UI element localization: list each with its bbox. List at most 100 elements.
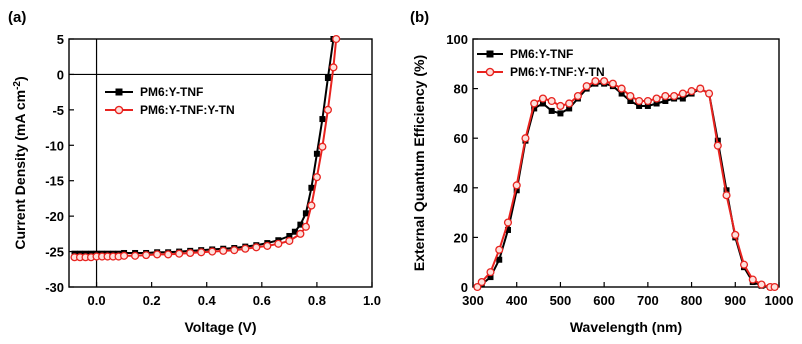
data-point-marker — [687, 87, 696, 96]
data-point-marker — [313, 150, 320, 157]
y-tick-label: -20 — [45, 209, 64, 224]
panel-a-y-axis-title: Current Density (mA cm-2) — [12, 76, 28, 249]
data-point-marker — [713, 141, 722, 150]
panel-b-y-axis-title: External Quantum Efficiency (%) — [411, 55, 427, 271]
y-tick-label: 80 — [454, 82, 468, 97]
data-point-marker — [670, 91, 679, 101]
data-point-marker — [286, 232, 293, 239]
panel-b-x-axis: 300 400 500 600 700 800 900 1000 — [462, 282, 793, 308]
x-tick-label: 0.0 — [88, 293, 106, 308]
data-point-marker — [285, 236, 294, 245]
legend-marker-square — [486, 50, 494, 58]
panel-a-y-axis: 5 0 -5 -10 -15 -20 -25 -30 — [45, 32, 74, 295]
data-point-marker — [142, 251, 151, 260]
data-point-marker — [557, 110, 564, 117]
data-point-marker — [627, 98, 634, 104]
data-point-marker — [219, 246, 228, 255]
y-tick-label: 40 — [454, 181, 468, 196]
panel-a-label: (a) — [8, 9, 26, 26]
data-point-marker — [307, 201, 316, 210]
data-point-marker — [748, 275, 757, 284]
data-point-marker — [635, 96, 644, 106]
data-point-marker — [679, 95, 686, 102]
data-point-marker — [521, 134, 530, 143]
x-tick-label: 1000 — [765, 293, 794, 308]
x-tick-label: 600 — [593, 293, 615, 308]
data-point-marker — [573, 91, 582, 101]
y-tick-label: 100 — [446, 32, 468, 47]
panel-b-legend-entry-pm6-y-tnf-y-tn: PM6:Y-TNF:Y-TN — [477, 65, 605, 79]
data-point-marker — [302, 210, 309, 217]
data-point-marker — [539, 100, 546, 107]
y-tick-label: 60 — [454, 131, 468, 146]
data-point-marker — [661, 91, 670, 101]
data-point-marker — [617, 84, 626, 93]
panel-b-legend-label-1: PM6:Y-TNF — [510, 47, 573, 61]
data-point-marker — [696, 84, 705, 93]
data-point-marker — [582, 82, 591, 91]
data-point-marker — [503, 218, 513, 227]
y-tick-label: 5 — [57, 32, 64, 47]
data-point-marker — [301, 222, 310, 231]
y-tick-label: 0 — [461, 280, 468, 295]
panel-b-x-axis-title: Wavelength (nm) — [570, 319, 682, 335]
series-line-pm6-y-tnf-y-tn — [74, 38, 338, 259]
data-point-marker — [495, 245, 504, 254]
data-point-marker — [652, 94, 661, 103]
data-point-marker — [291, 228, 298, 235]
data-point-marker — [678, 89, 687, 98]
data-point-marker — [312, 173, 321, 182]
data-point-marker — [531, 105, 538, 112]
legend-marker-square — [115, 88, 123, 96]
x-tick-label: 900 — [724, 293, 746, 308]
y-tick-label: -5 — [52, 103, 64, 118]
data-point-marker — [618, 90, 625, 97]
data-point-marker — [308, 184, 315, 191]
data-point-marker — [197, 248, 206, 257]
x-tick-label: 500 — [550, 293, 572, 308]
data-point-marker — [739, 260, 749, 269]
panel-a-reference-lines — [69, 39, 372, 287]
panel-a-y-axis-title-main: Current Density (mA cm — [12, 90, 28, 250]
x-tick-label: 1.0 — [363, 293, 381, 308]
x-tick-label: 700 — [637, 293, 659, 308]
series-line-pm6-y-tnf — [74, 38, 335, 255]
data-point-marker — [731, 230, 740, 239]
data-point-marker — [662, 98, 669, 104]
y-tick-label: -30 — [45, 280, 64, 295]
data-point-marker — [512, 181, 521, 190]
data-point-marker — [297, 221, 304, 228]
panel-b-eqe-chart: (b) 300 400 500 600 700 800 900 1000 0 20 40 60 80 1… — [410, 9, 793, 335]
data-point-marker — [626, 91, 635, 101]
x-tick-label: 0.6 — [253, 293, 271, 308]
data-point-marker — [566, 105, 573, 112]
data-point-marker — [274, 239, 283, 248]
y-tick-label: 20 — [454, 230, 468, 245]
data-point-marker — [296, 229, 305, 238]
data-point-marker — [318, 142, 327, 151]
legend-marker-circle — [485, 67, 495, 77]
panel-a-x-axis-title: Voltage (V) — [184, 319, 256, 335]
panel-b-legend: PM6:Y-TNF PM6:Y-TNF:Y-TN — [477, 47, 605, 79]
y-tick-label: -10 — [45, 138, 64, 153]
legend-marker-circle — [114, 105, 124, 115]
panel-b-legend-label-2: PM6:Y-TNF:Y-TN — [510, 65, 605, 79]
y-tick-label: -15 — [45, 174, 64, 189]
data-point-marker — [538, 94, 547, 103]
data-point-marker — [131, 251, 140, 260]
data-point-marker — [153, 250, 162, 259]
series-line-pm6-y-tnf — [476, 82, 775, 288]
x-tick-label: 0.2 — [143, 293, 161, 308]
data-point-marker — [653, 100, 660, 107]
data-point-marker — [186, 248, 195, 258]
x-tick-label: 800 — [681, 293, 703, 308]
data-point-marker — [548, 107, 555, 114]
panel-a-x-axis: 0.0 0.2 0.4 0.6 0.8 1.0 — [88, 282, 381, 308]
data-point-marker — [565, 99, 574, 108]
panel-a-legend-entry-pm6-y-tnf-y-tn: PM6:Y-TNF:Y-TN — [105, 103, 235, 117]
data-point-marker — [591, 77, 600, 86]
data-point-marker — [530, 99, 539, 108]
x-tick-label: 0.8 — [308, 293, 326, 308]
data-point-marker — [473, 282, 482, 292]
